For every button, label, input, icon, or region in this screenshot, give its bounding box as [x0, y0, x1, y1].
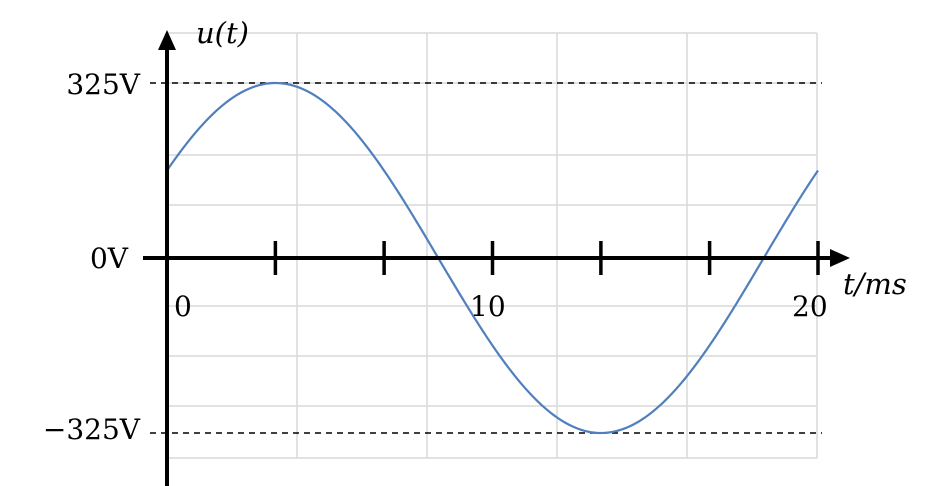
y-axis-label: u(t) — [196, 16, 249, 50]
axes — [143, 30, 850, 486]
y-tick-label-zero: 0V — [90, 242, 129, 275]
y-axis-arrowhead — [158, 30, 176, 50]
x-tick-label-0: 0 — [174, 290, 192, 323]
x-tick-marks — [273, 241, 820, 275]
x-tick-label-10: 10 — [470, 290, 506, 323]
x-axis-label: t/ms — [843, 267, 907, 301]
x-tick-label-20: 20 — [792, 290, 828, 323]
x-axis-arrowhead — [830, 249, 850, 267]
y-tick-label-top: 325V — [66, 68, 140, 101]
voltage-curve — [166, 81, 819, 435]
y-tick-label-bottom: −325V — [43, 413, 141, 446]
dashed-reference-lines — [150, 82, 822, 434]
